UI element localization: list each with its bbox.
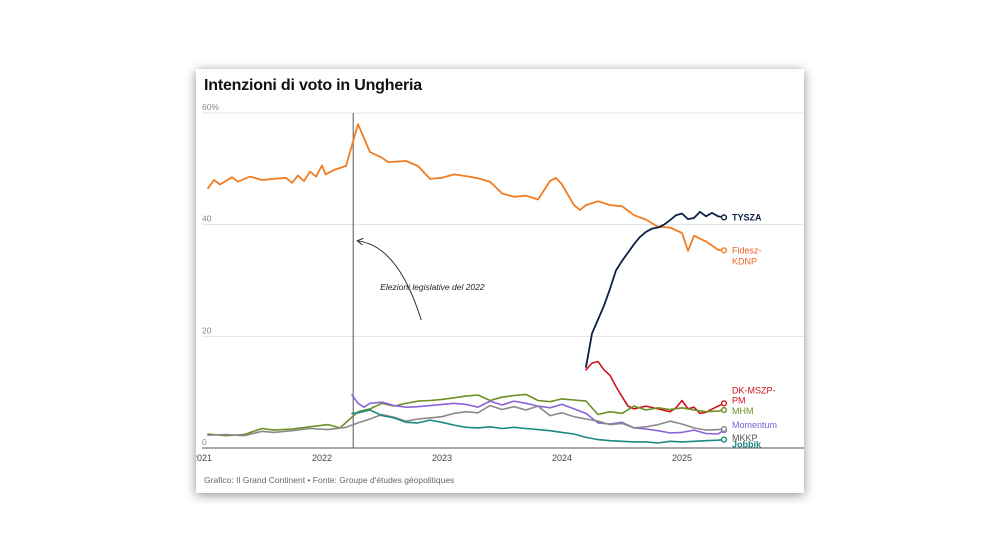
series-label-mhm: MHM — [732, 406, 754, 416]
series-line-jobbik — [351, 409, 725, 444]
series-layer — [207, 123, 728, 444]
series-label-tysza: TYSZA — [732, 212, 762, 222]
series-end-marker-mkkp — [720, 425, 728, 433]
series-label-dk-mszp-pm: DK-MSZP-PM — [732, 385, 776, 405]
y-tick-label: 40 — [202, 214, 212, 224]
series-label-jobbik: Jobbik — [732, 440, 762, 450]
y-tick-label: 20 — [202, 325, 212, 335]
x-tick-label: 2021 — [196, 453, 212, 463]
series-line-tysza — [585, 210, 725, 368]
y-tick-label: 60% — [202, 102, 219, 112]
series-line-momentum — [351, 394, 725, 435]
x-tick-label: 2023 — [432, 453, 452, 463]
annotation-layer: Elezioni legislative del 2022 — [352, 113, 485, 448]
x-tick-label: 2024 — [552, 453, 572, 463]
chart-title: Intenzioni di voto in Ungheria — [204, 77, 422, 94]
chart-card: Intenzioni di voto in Ungheria 0 20 40 60% 2… — [196, 69, 804, 493]
x-tick-label: 2022 — [312, 453, 332, 463]
series-label-fidesz-kdnp: Fidesz-KDNP — [732, 245, 762, 266]
annotation-label: Elezioni legislative del 2022 — [380, 282, 485, 292]
gridlines — [202, 112, 804, 449]
series-end-marker-fidesz-kdnp — [720, 247, 728, 254]
y-tick-label: 0 — [202, 437, 207, 447]
x-tick-label: 2025 — [672, 453, 692, 463]
axes: 0 20 40 60% 2021 2022 2023 2024 2025 — [196, 102, 692, 463]
series-line-mkkp — [207, 404, 725, 437]
series-label-momentum: Momentum — [732, 420, 777, 430]
series-end-marker-jobbik — [720, 436, 728, 443]
series-end-marker-dk-mszp-pm — [720, 400, 728, 407]
series-label-mkkp: MKKP — [732, 433, 758, 443]
line-chart: 0 20 40 60% 2021 2022 2023 2024 2025 Elezioni le… — [196, 102, 804, 463]
series-line-dk-mszp-pm — [585, 360, 725, 415]
annotation-arrow — [358, 241, 422, 321]
series-line-fidesz-kdnp — [207, 123, 725, 252]
chart-footer: Grafico: Il Grand Continent • Fonte: Gro… — [204, 475, 455, 485]
series-end-marker-tysza — [720, 214, 728, 221]
series-end-marker-mhm — [720, 406, 728, 414]
